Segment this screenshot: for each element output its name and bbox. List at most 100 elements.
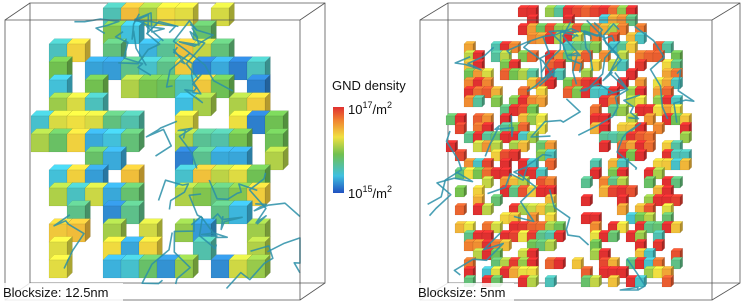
voxel-front (589, 277, 600, 288)
label-unit-exponent: 2 (387, 100, 392, 110)
voxel-front (616, 205, 627, 216)
voxel-front (228, 205, 248, 225)
voxel-front (463, 241, 474, 252)
voxel-front (544, 277, 555, 288)
voxel-front (526, 277, 537, 288)
dislocation-line (513, 165, 537, 223)
dislocation-line (548, 29, 583, 73)
voxel-front (508, 187, 519, 198)
voxel-front (652, 241, 663, 252)
voxel-front (616, 61, 627, 72)
caption-bg (1, 283, 123, 301)
voxel-front (616, 268, 627, 279)
voxel-front (589, 7, 600, 18)
voxel-front (643, 115, 654, 126)
voxel-front (643, 142, 654, 153)
voxel-panel-left (4, 2, 326, 301)
voxel-front (625, 16, 636, 27)
dislocation-line (53, 214, 85, 269)
voxel-front (490, 196, 501, 207)
voxel-front (481, 205, 492, 216)
voxel-front (472, 97, 483, 108)
voxel-front (580, 196, 591, 207)
box-edge (4, 2, 31, 21)
dislocation-line (172, 20, 234, 92)
voxel-front (246, 259, 266, 279)
voxel-front (517, 70, 528, 81)
box-edge (299, 2, 326, 21)
voxel-front (634, 34, 645, 45)
dislocation-line (208, 179, 258, 201)
voxel-front (210, 259, 230, 279)
dislocation-line (157, 179, 190, 210)
voxel-front (625, 43, 636, 54)
voxel-front (454, 205, 465, 216)
voxel-front (138, 79, 158, 99)
dislocation-line (530, 98, 581, 138)
voxel-front (535, 124, 546, 135)
voxel-front (472, 169, 483, 180)
voxel-front (580, 277, 591, 288)
voxel-front (481, 178, 492, 189)
voxel-front (598, 142, 609, 153)
panel-caption: Blocksize: 12.5nm (3, 285, 109, 300)
label-unit: /m (372, 186, 386, 201)
colorbar (333, 107, 344, 193)
dislocation-line (623, 94, 641, 120)
dislocation-line (484, 115, 514, 157)
dislocation-line (580, 22, 603, 40)
voxel-front (670, 223, 681, 234)
voxel-front (553, 7, 564, 18)
dislocation-line (118, 20, 179, 65)
dislocation-line (506, 27, 580, 55)
voxel-front (625, 277, 636, 288)
label-exponent: 15 (362, 184, 372, 194)
dislocation-line (619, 258, 646, 291)
voxel-front (607, 232, 618, 243)
voxel-front (499, 70, 510, 81)
voxel-front (643, 178, 654, 189)
dislocation-line (211, 213, 243, 231)
voxel-front (156, 259, 176, 279)
voxel-front (535, 97, 546, 108)
colorbar-min-label: 1015/m2 (348, 184, 392, 201)
voxel-front (472, 142, 483, 153)
voxel-front (661, 277, 672, 288)
dislocation-line (184, 73, 204, 104)
voxel-front (490, 52, 501, 63)
dislocation-line (616, 122, 642, 171)
voxel-front (598, 187, 609, 198)
voxel-front (30, 133, 50, 153)
caption-bg (416, 283, 514, 301)
dislocation-line (253, 202, 301, 218)
colorbar-max-label: 1017/m2 (348, 100, 392, 117)
voxel-front (463, 133, 474, 144)
voxel-front (670, 79, 681, 90)
label-base: 10 (348, 186, 362, 201)
dislocation-line (141, 232, 173, 285)
voxel-front (174, 259, 194, 279)
voxel-front (517, 7, 528, 18)
box-edge (299, 282, 326, 301)
voxel-front (589, 250, 600, 261)
voxel-front (616, 106, 627, 117)
voxel-front (670, 160, 681, 171)
voxel-front (490, 223, 501, 234)
dislocation-line (131, 13, 147, 66)
voxel-front (454, 151, 465, 162)
voxel-front (544, 259, 555, 270)
dislocation-line (577, 72, 629, 136)
dislocation-line (579, 40, 621, 94)
label-unit: /m (372, 102, 386, 117)
voxel-front (571, 259, 582, 270)
voxel-front (472, 205, 483, 216)
dislocation-line (74, 18, 120, 35)
voxel-front (589, 43, 600, 54)
dislocation-line (225, 245, 274, 290)
voxel-front (517, 142, 528, 153)
dislocation-line (427, 130, 463, 206)
voxel-front (517, 187, 528, 198)
voxel-front (562, 88, 573, 99)
label-unit-exponent: 2 (387, 184, 392, 194)
